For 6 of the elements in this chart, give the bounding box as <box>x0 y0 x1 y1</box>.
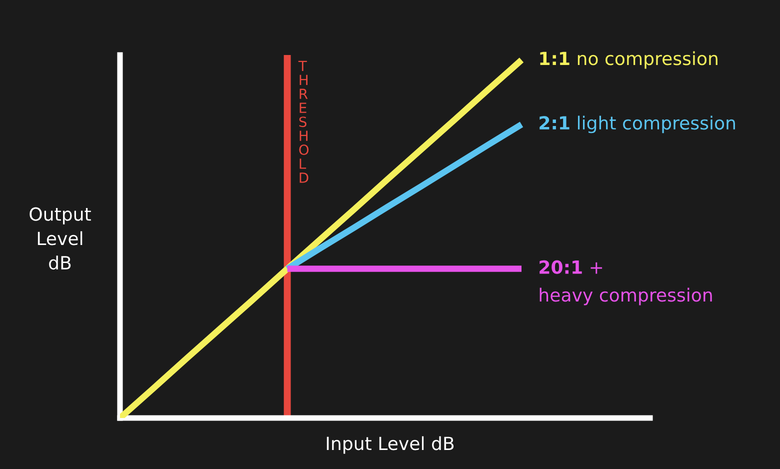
series-label: 20:1 + heavy compression <box>540 260 712 306</box>
series-label: 2:1 light compression <box>540 116 735 134</box>
text: THRESHOLD <box>298 60 309 183</box>
y-axis-title: Output Level dB <box>30 207 91 270</box>
series-label: 1:1 no compression <box>540 51 718 69</box>
x-axis-title: Input Level dB <box>326 436 454 454</box>
